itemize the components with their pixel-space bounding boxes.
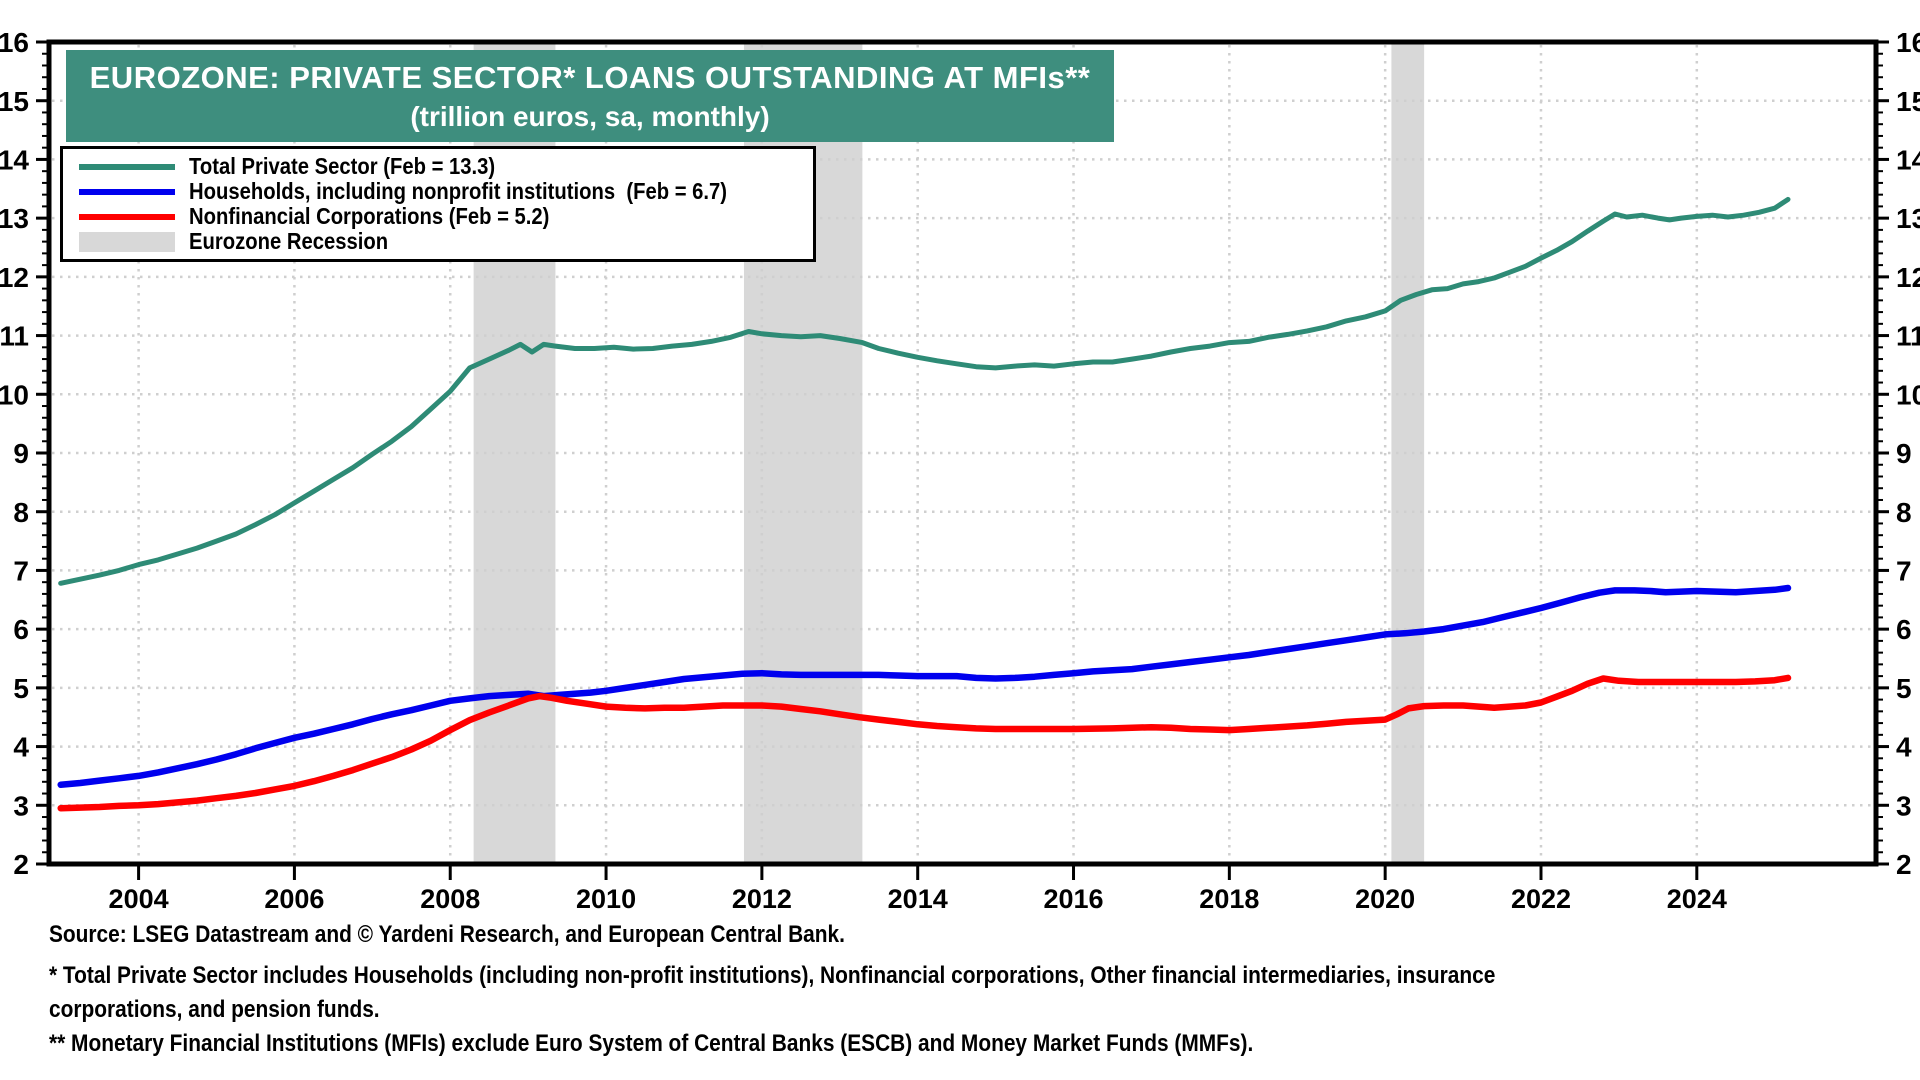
- y-axis-label-left: 12: [0, 262, 29, 293]
- chart-subtitle: (trillion euros, sa, monthly): [410, 100, 770, 132]
- y-axis-label-right: 14: [1896, 145, 1920, 176]
- x-axis-label: 2018: [1199, 884, 1259, 914]
- x-axis-label: 2012: [732, 884, 792, 914]
- series-nonfinancial-corporations: [57, 674, 1792, 812]
- y-axis-label-left: 5: [13, 673, 29, 704]
- y-axis-label-right: 9: [1896, 438, 1912, 469]
- y-axis-label-right: 8: [1896, 497, 1912, 528]
- x-axis-label: 2014: [888, 884, 948, 914]
- chart-title: EUROZONE: PRIVATE SECTOR* LOANS OUTSTAND…: [89, 59, 1091, 95]
- y-axis-label-right: 13: [1896, 203, 1920, 234]
- x-axis-label: 2020: [1355, 884, 1415, 914]
- y-axis-label-left: 3: [13, 790, 29, 821]
- footnote-asterisk-line1: * Total Private Sector includes Househol…: [49, 962, 1496, 989]
- source-line: Source: LSEG Datastream and © Yardeni Re…: [49, 921, 845, 948]
- legend-line-swatch-blue: [79, 188, 175, 195]
- y-axis-label-left: 11: [0, 321, 29, 352]
- legend-recession-swatch: [79, 231, 175, 252]
- y-axis-label-left: 4: [13, 732, 29, 763]
- y-axis-label-right: 5: [1896, 673, 1912, 704]
- series-households-including-nonprofit-institutions: [57, 584, 1792, 788]
- y-axis-label-left: 7: [13, 556, 29, 587]
- legend-label: Eurozone Recession: [189, 228, 389, 254]
- y-axis-label-left: 15: [0, 86, 29, 117]
- x-axis-label: 2006: [264, 884, 324, 914]
- y-axis-label-right: 11: [1896, 321, 1920, 352]
- x-axis-label: 2022: [1511, 884, 1571, 914]
- series-total-private-sector: [58, 196, 1791, 586]
- legend-label: Total Private Sector (Feb = 13.3): [189, 153, 496, 179]
- y-axis-label-right: 6: [1896, 614, 1912, 645]
- x-axis-label: 2010: [576, 884, 636, 914]
- x-axis-label: 2008: [420, 884, 480, 914]
- y-axis-label-right: 3: [1896, 790, 1912, 821]
- y-axis-label-right: 10: [1896, 379, 1920, 410]
- legend-item-households: Households, including nonprofit institut…: [79, 178, 813, 204]
- y-axis-label-right: 15: [1896, 86, 1920, 117]
- y-axis-label-left: 13: [0, 203, 29, 234]
- y-axis-label-right: 16: [1896, 27, 1920, 58]
- y-axis-label-left: 16: [0, 27, 29, 58]
- x-axis-label: 2004: [109, 884, 169, 914]
- y-axis-label-right: 7: [1896, 556, 1912, 587]
- y-axis-label-right: 2: [1896, 849, 1912, 880]
- legend-item-total-private-sector: Total Private Sector (Feb = 13.3): [79, 153, 813, 179]
- footnote-asterisk-line2: corporations, and pension funds.: [49, 996, 380, 1023]
- footnotes: Source: LSEG Datastream and © Yardeni Re…: [49, 918, 1711, 1061]
- y-axis-label-left: 10: [0, 379, 29, 410]
- legend-line-swatch-red: [79, 213, 175, 220]
- y-axis-label-right: 12: [1896, 262, 1920, 293]
- x-axis-label: 2016: [1043, 884, 1103, 914]
- y-axis-label-left: 9: [13, 438, 29, 469]
- y-axis-label-left: 14: [0, 145, 29, 176]
- x-axis-label: 2024: [1667, 884, 1727, 914]
- y-axis-label-left: 6: [13, 614, 29, 645]
- y-axis-label-right: 4: [1896, 732, 1912, 763]
- legend-label: Households, including nonprofit institut…: [189, 178, 728, 204]
- legend-line-swatch-teal: [79, 163, 175, 170]
- legend-item-nonfinancial-corporations: Nonfinancial Corporations (Feb = 5.2): [79, 203, 813, 229]
- legend-label: Nonfinancial Corporations (Feb = 5.2): [189, 203, 550, 229]
- chart-title-banner: EUROZONE: PRIVATE SECTOR* LOANS OUTSTAND…: [66, 50, 1114, 142]
- y-axis-label-left: 8: [13, 497, 29, 528]
- footnote-double-asterisk: ** Monetary Financial Institutions (MFIs…: [49, 1030, 1254, 1057]
- legend-item-eurozone-recession: Eurozone Recession: [79, 228, 813, 254]
- legend: Total Private Sector (Feb = 13.3) Househ…: [60, 146, 816, 262]
- y-axis-label-left: 2: [13, 849, 29, 880]
